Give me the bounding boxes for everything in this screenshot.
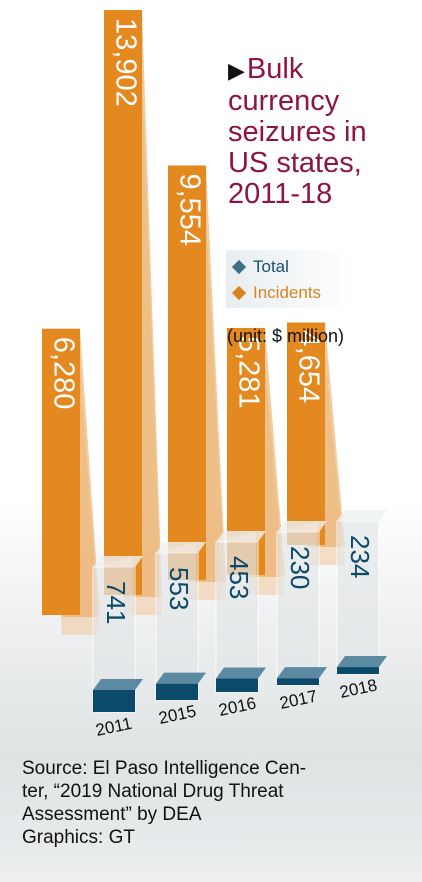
title-line-2: currency: [228, 85, 340, 117]
chart-title: ▶Bulk currency seizures in US states, 20…: [228, 54, 418, 210]
legend-label-total: Total: [253, 257, 289, 276]
incidents-bar: [277, 678, 319, 685]
bar-chart: 6,280 13,902 9,554 5,281 4,654 741 2011 553 2015…: [42, 10, 387, 740]
incidents-bar-top: [277, 667, 327, 679]
glass-box: [215, 541, 259, 693]
incidents-bar-top: [156, 672, 206, 684]
incidents-value-label: 234: [345, 535, 375, 578]
legend-item-total: Total: [231, 254, 352, 280]
year-label: 2015: [157, 701, 198, 727]
legend-item-incidents: Incidents: [231, 280, 352, 306]
total-value-label: 4,654: [292, 331, 324, 404]
title-line-3: seizures in: [228, 116, 367, 148]
total-bar: [168, 165, 206, 581]
source-line-1: Source: El Paso Intelligence Cen-: [22, 758, 307, 779]
glass-box: [276, 531, 320, 686]
glass-top: [337, 510, 387, 521]
glass-top: [156, 542, 206, 553]
incidents-bar: [216, 678, 258, 692]
total-value-label: 13,902: [109, 18, 141, 107]
source-line-3: Assessment” by DEA: [22, 804, 202, 825]
total-value-label: 9,554: [173, 173, 205, 246]
incidents-bar-top: [337, 656, 387, 668]
total-diamond-icon: [231, 259, 247, 275]
glass-top: [216, 531, 266, 542]
year-label: 2011: [94, 714, 134, 740]
total-value-label: 5,281: [232, 336, 264, 409]
incidents-diamond-icon: [231, 285, 247, 301]
year-label: 2018: [338, 675, 379, 701]
source-line-4: Graphics: GT: [22, 827, 135, 848]
total-value-label: 6,280: [47, 337, 79, 410]
unit-label: (unit: $ million): [227, 326, 345, 346]
glass-top: [93, 556, 143, 567]
year-label: 2017: [278, 686, 319, 712]
title-line-4: US states,: [228, 147, 362, 179]
glass-box: [336, 520, 380, 675]
total-bar: [287, 322, 325, 545]
total-bar: [42, 328, 80, 615]
year-label: 2016: [217, 693, 258, 719]
total-bar: [104, 10, 142, 595]
source-note: Source: El Paso Intelligence Cen- ter, “…: [22, 757, 392, 849]
legend: Total Incidents: [226, 250, 352, 308]
incidents-value-label: 553: [164, 567, 194, 610]
title-arrow-icon: ▶: [228, 58, 245, 83]
legend-label-incidents: Incidents: [253, 283, 322, 302]
incidents-bar: [337, 667, 379, 674]
incidents-value-label: 453: [224, 556, 254, 599]
incidents-bar: [93, 690, 135, 712]
incidents-value-label: 741: [101, 581, 131, 624]
incidents-bar-top: [216, 667, 266, 679]
incidents-value-label: 230: [285, 546, 315, 589]
incidents-bar-top: [93, 679, 143, 690]
incidents-bar: [156, 683, 198, 700]
title-line-1: Bulk: [246, 53, 304, 85]
title-line-5: 2011-18: [228, 178, 333, 210]
source-line-2: ter, “2019 National Drug Threat: [22, 781, 284, 802]
glass-top: [277, 521, 327, 532]
